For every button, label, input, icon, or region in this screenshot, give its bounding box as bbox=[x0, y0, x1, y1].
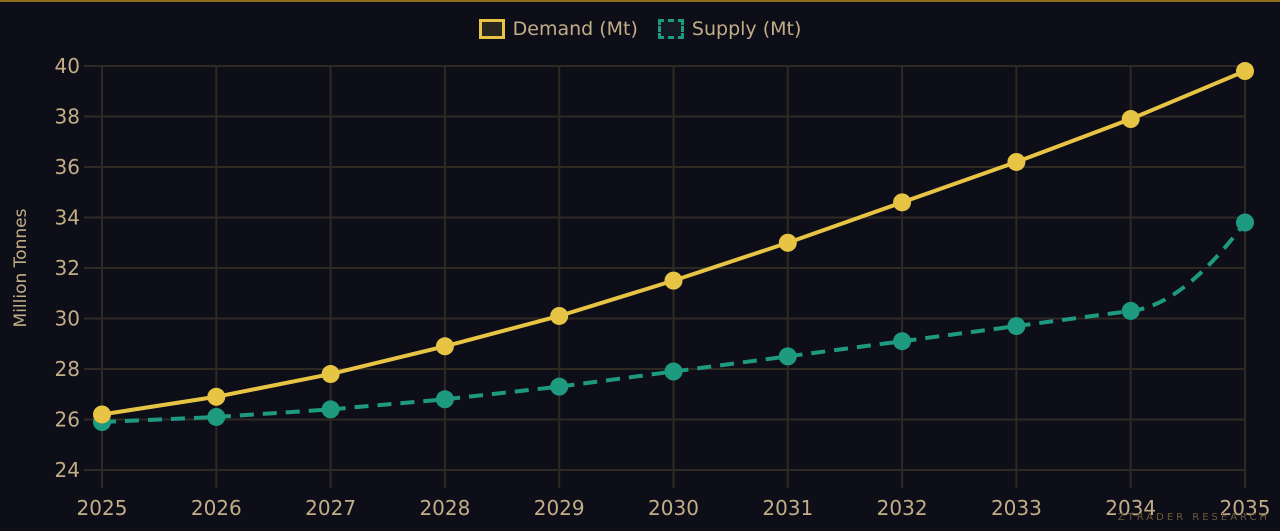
x-tick-label: 2032 bbox=[877, 496, 928, 520]
y-tick-label: 26 bbox=[55, 408, 80, 432]
data-point[interactable] bbox=[893, 332, 912, 351]
x-tick-label: 2030 bbox=[648, 496, 699, 520]
legend-label-demand: Demand (Mt) bbox=[512, 18, 638, 40]
data-point[interactable] bbox=[1007, 317, 1026, 336]
y-axis-label: Million Tonnes bbox=[11, 208, 31, 327]
data-point[interactable] bbox=[93, 405, 111, 424]
data-point[interactable] bbox=[1007, 152, 1026, 171]
x-tick-label: 2035 bbox=[1220, 496, 1271, 520]
x-tick-label: 2027 bbox=[305, 496, 356, 520]
y-tick-label: 28 bbox=[55, 357, 80, 381]
y-tick-label: 34 bbox=[55, 206, 80, 230]
data-point[interactable] bbox=[435, 390, 454, 409]
legend-item-demand[interactable]: Demand (Mt) bbox=[478, 18, 638, 40]
x-tick-label: 2025 bbox=[77, 496, 128, 520]
demand-series bbox=[93, 62, 1254, 424]
chart-legend: Demand (Mt) Supply (Mt) bbox=[0, 18, 1280, 40]
data-point[interactable] bbox=[778, 347, 797, 366]
x-tick-label: 2033 bbox=[991, 496, 1042, 520]
x-tick-label: 2026 bbox=[191, 496, 242, 520]
watermark: ZTRADER RESEARCH bbox=[1117, 512, 1270, 523]
grid bbox=[84, 65, 1246, 488]
y-tick-label: 24 bbox=[55, 458, 80, 482]
data-point[interactable] bbox=[664, 271, 683, 290]
data-point[interactable] bbox=[321, 400, 340, 419]
data-point[interactable] bbox=[1121, 301, 1140, 320]
top-border bbox=[0, 0, 1280, 2]
y-tick-label: 30 bbox=[55, 307, 80, 331]
x-tick-label: 2031 bbox=[762, 496, 813, 520]
data-point[interactable] bbox=[550, 377, 569, 396]
y-tick-label: 40 bbox=[55, 54, 80, 78]
supply-series bbox=[93, 213, 1254, 432]
legend-label-supply: Supply (Mt) bbox=[691, 18, 802, 40]
data-point[interactable] bbox=[778, 233, 797, 252]
data-point[interactable] bbox=[664, 362, 683, 381]
data-point[interactable] bbox=[893, 193, 912, 212]
y-tick-label: 36 bbox=[55, 155, 80, 179]
data-point[interactable] bbox=[1236, 213, 1254, 232]
data-point[interactable] bbox=[1236, 62, 1254, 81]
y-tick-label: 38 bbox=[55, 105, 80, 129]
data-point[interactable] bbox=[207, 387, 226, 406]
data-point[interactable] bbox=[321, 365, 340, 384]
x-tick-label: 2028 bbox=[419, 496, 470, 520]
data-point[interactable] bbox=[1121, 110, 1140, 129]
x-tick-label: 2034 bbox=[1105, 496, 1156, 520]
y-tick-label: 32 bbox=[55, 256, 80, 280]
x-tick-label: 2029 bbox=[534, 496, 585, 520]
data-point[interactable] bbox=[435, 337, 454, 356]
data-point[interactable] bbox=[207, 407, 226, 426]
legend-item-supply[interactable]: Supply (Mt) bbox=[657, 18, 802, 40]
supply-swatch-icon bbox=[657, 19, 684, 39]
demand-swatch-icon bbox=[478, 19, 505, 39]
data-point[interactable] bbox=[550, 306, 569, 325]
